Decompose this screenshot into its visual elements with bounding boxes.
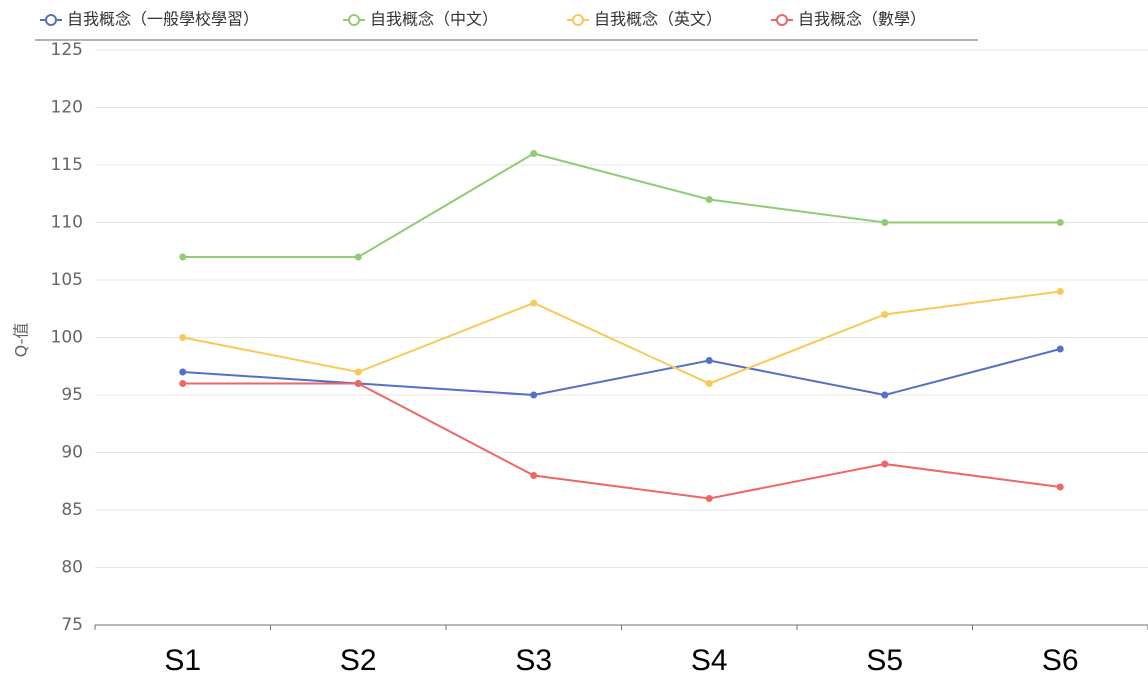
point — [705, 357, 713, 364]
legend-label: 自我概念（英文） — [594, 10, 722, 29]
point — [705, 495, 713, 502]
point — [1056, 288, 1064, 295]
line — [182, 382, 1061, 500]
x-tick-label: S5 — [866, 644, 903, 677]
legend-label: 自我概念（數學） — [798, 10, 926, 29]
y-tick-label: 125 — [51, 40, 83, 60]
point — [1056, 483, 1064, 491]
line — [182, 348, 1061, 397]
point — [881, 219, 889, 226]
point — [179, 368, 187, 376]
point — [530, 150, 538, 157]
point — [1056, 345, 1064, 353]
y-tick-label: 85 — [61, 500, 83, 520]
point — [881, 460, 889, 468]
y-tick-label: 120 — [51, 98, 83, 118]
point — [705, 196, 713, 203]
point — [530, 299, 538, 307]
legend-marker — [776, 14, 788, 26]
line — [182, 152, 1061, 258]
point — [530, 472, 538, 479]
y-tick-label: 105 — [51, 270, 83, 290]
x-tick-label: S4 — [691, 644, 728, 677]
legend-marker — [348, 14, 360, 26]
point — [354, 380, 362, 387]
y-tick-label: 100 — [51, 328, 83, 348]
x-tick-label: S1 — [164, 644, 201, 677]
point — [705, 380, 713, 387]
x-tick-label: S2 — [340, 644, 377, 677]
y-axis-label: Q-值 — [12, 323, 31, 358]
point — [1056, 219, 1064, 226]
y-tick-label: 110 — [51, 213, 83, 233]
y-tick-label: 95 — [61, 385, 83, 405]
y-tick-label: 80 — [61, 558, 83, 578]
point — [179, 253, 187, 261]
line — [182, 290, 1061, 385]
point — [354, 368, 362, 376]
point — [354, 253, 362, 261]
point — [179, 380, 187, 387]
point — [530, 391, 538, 399]
legend-marker — [45, 14, 57, 26]
y-tick-label: 90 — [61, 443, 83, 463]
x-tick-label: S3 — [515, 644, 552, 677]
legend-label: 自我概念（一般學校學習） — [67, 10, 259, 29]
x-tick-label: S6 — [1042, 644, 1079, 677]
y-tick-label: 75 — [61, 615, 83, 635]
point — [881, 391, 889, 399]
legend-label: 自我概念（中文） — [370, 10, 498, 29]
point — [881, 311, 889, 318]
y-tick-label: 115 — [51, 155, 83, 175]
point — [179, 334, 187, 341]
legend-marker — [572, 14, 584, 26]
